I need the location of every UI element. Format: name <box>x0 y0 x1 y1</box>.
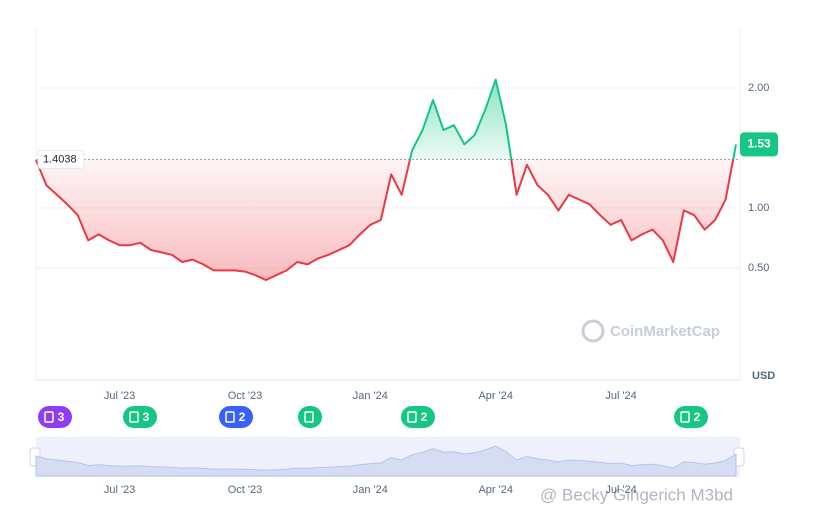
event-icon <box>407 411 417 423</box>
navigator-label: Jan '24 <box>353 484 388 496</box>
y-tick-label: 1.00 <box>748 202 769 214</box>
event-badge-bg <box>219 406 253 428</box>
event-badge[interactable]: 2 <box>401 406 435 428</box>
event-count: 2 <box>421 410 428 424</box>
event-badge[interactable] <box>298 406 322 428</box>
event-icon <box>680 411 690 423</box>
price-badge-text: 1.53 <box>747 137 771 151</box>
x-tick-label: Jan '24 <box>353 390 388 402</box>
baseline-label: 1.4038 <box>43 153 77 165</box>
watermark: CoinMarketCap <box>581 319 720 343</box>
baseline-label-box <box>37 150 85 170</box>
y-tick-label: 2.00 <box>748 82 769 94</box>
event-count: 2 <box>239 410 246 424</box>
event-icon <box>129 411 139 423</box>
unit-label: USD <box>752 370 775 382</box>
watermark-text: CoinMarketCap <box>610 323 720 340</box>
navigator-label: Oct '23 <box>228 484 263 496</box>
x-tick-label: Oct '23 <box>228 390 263 402</box>
event-icon <box>304 411 314 423</box>
credit: @ Becky Gingerich M3bd <box>540 485 733 504</box>
event-badge[interactable]: 3 <box>123 406 157 428</box>
event-count: 2 <box>694 410 701 424</box>
y-tick-label: 0.50 <box>748 262 769 274</box>
event-icon <box>225 411 235 423</box>
event-icon <box>44 411 54 423</box>
event-badge[interactable]: 2 <box>219 406 253 428</box>
x-tick-label: Jul '24 <box>605 390 636 402</box>
event-count: 3 <box>58 410 65 424</box>
event-badge-bg <box>123 406 157 428</box>
x-tick-label: Jul '23 <box>104 390 135 402</box>
event-badge-bg <box>38 406 72 428</box>
x-tick-label: Apr '24 <box>478 390 513 402</box>
price-line <box>35 78 737 281</box>
navigator-label: Jul '24 <box>605 484 636 496</box>
area-fill <box>36 79 736 280</box>
event-count: 3 <box>143 410 150 424</box>
event-badge[interactable]: 2 <box>674 406 708 428</box>
event-badge-bg <box>401 406 435 428</box>
navigator-label: Apr '24 <box>478 484 513 496</box>
event-badge-bg <box>298 406 322 428</box>
event-badge[interactable]: 3 <box>38 406 72 428</box>
event-badge-bg <box>674 406 708 428</box>
navigator-label: Jul '23 <box>104 484 135 496</box>
price-badge <box>740 132 778 157</box>
navigator-area <box>35 445 737 477</box>
